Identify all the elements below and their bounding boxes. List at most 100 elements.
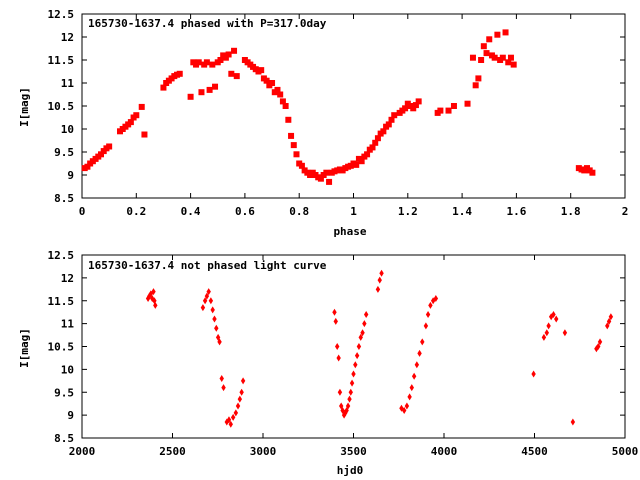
- x-tick-label: 2500: [159, 445, 186, 458]
- data-point: [212, 83, 219, 90]
- data-point: [412, 102, 419, 109]
- data-point: [347, 395, 352, 403]
- data-point: [221, 384, 226, 392]
- x-tick-label: 1.4: [452, 205, 472, 218]
- data-point: [285, 116, 292, 123]
- y-tick-label: 11.5: [48, 295, 75, 308]
- y-tick-label: 10.5: [48, 100, 75, 113]
- data-point: [148, 290, 153, 298]
- x-tick-label: 0.6: [235, 205, 255, 218]
- data-point: [208, 297, 214, 305]
- data-point: [206, 288, 211, 296]
- data-point: [353, 361, 358, 369]
- data-point: [531, 370, 536, 378]
- data-point: [464, 100, 471, 107]
- data-point: [544, 329, 550, 337]
- data-point: [195, 59, 202, 66]
- data-point: [239, 388, 244, 396]
- x-tick-label: 1.8: [561, 205, 581, 218]
- data-point: [606, 317, 612, 325]
- data-point: [608, 313, 614, 321]
- x-tick-label: 2: [622, 205, 629, 218]
- y-tick-label: 10: [61, 123, 74, 136]
- chart-title: 165730-1637.4 phased with P=317.0day: [88, 17, 327, 30]
- data-point: [362, 320, 367, 328]
- data-point: [410, 105, 417, 112]
- data-point: [363, 310, 369, 318]
- data-point: [290, 142, 297, 149]
- data-point: [505, 59, 512, 66]
- data-point: [279, 98, 286, 105]
- x-tick-label: 4000: [431, 445, 458, 458]
- data-point: [437, 107, 444, 114]
- data-point: [288, 132, 295, 139]
- data-point: [222, 54, 229, 61]
- data-point: [106, 143, 113, 150]
- y-tick-label: 9: [67, 409, 74, 422]
- data-point: [425, 310, 431, 318]
- data-point: [235, 402, 241, 410]
- y-tick-label: 11: [61, 318, 75, 331]
- data-point: [200, 304, 206, 312]
- data-point: [594, 345, 599, 353]
- data-point: [414, 361, 420, 369]
- data-point: [428, 301, 433, 309]
- data-point: [433, 294, 439, 302]
- data-point: [258, 67, 265, 74]
- y-tick-label: 12: [61, 272, 74, 285]
- data-point: [202, 297, 208, 305]
- y-tick-label: 11.5: [48, 54, 75, 67]
- data-point: [203, 59, 210, 66]
- y-tick-label: 9: [67, 169, 74, 182]
- x-tick-label: 3500: [340, 445, 367, 458]
- data-point: [133, 112, 140, 119]
- plot-frame: [81, 254, 626, 439]
- data-point: [138, 103, 145, 110]
- y-tick-label: 8.5: [54, 432, 74, 445]
- x-tick-label: 0.8: [289, 205, 309, 218]
- data-point: [225, 51, 232, 58]
- data-point: [187, 93, 194, 100]
- data-point: [326, 178, 333, 185]
- data-point: [277, 91, 284, 98]
- data-point: [337, 388, 343, 396]
- data-point: [335, 343, 340, 350]
- data-point: [240, 377, 246, 385]
- data-point: [369, 144, 376, 151]
- x-tick-label: 2000: [69, 445, 96, 458]
- y-tick-label: 9.5: [54, 146, 74, 159]
- phased-light-curve-panel: phase I[mag] 0 0.2 0.4 0.6 0.8 1 1.2 1.4 1.6 1.8 2…: [18, 8, 628, 238]
- y-tick-label: 8.5: [54, 192, 74, 205]
- data-point: [385, 121, 392, 128]
- data-point: [541, 333, 547, 341]
- data-point: [562, 329, 568, 337]
- x-tick-label: 1.2: [398, 205, 418, 218]
- x-axis-label: hjd0: [337, 464, 364, 477]
- data-point: [548, 313, 554, 321]
- data-point: [364, 151, 371, 158]
- data-point: [147, 292, 152, 300]
- data-point: [475, 75, 482, 82]
- data-point: [499, 54, 506, 61]
- data-point: [401, 407, 407, 415]
- data-point: [570, 418, 576, 426]
- y-tick-label: 10: [61, 363, 74, 376]
- data-point: [510, 61, 517, 68]
- data-point: [145, 294, 151, 302]
- data-point: [377, 276, 382, 284]
- data-point: [554, 315, 559, 323]
- data-point: [206, 86, 213, 93]
- data-point: [374, 135, 381, 142]
- data-point: [84, 163, 91, 170]
- y-tick-label: 10.5: [48, 341, 75, 354]
- data-point: [237, 395, 243, 403]
- chart-title: 165730-1637.4 not phased light curve: [88, 259, 327, 272]
- data-point: [409, 384, 414, 392]
- data-point: [411, 372, 417, 380]
- data-point: [423, 322, 429, 330]
- data-point: [491, 54, 498, 61]
- data-point: [215, 333, 221, 341]
- data-point: [402, 105, 409, 112]
- y-tick-label: 11: [61, 77, 75, 90]
